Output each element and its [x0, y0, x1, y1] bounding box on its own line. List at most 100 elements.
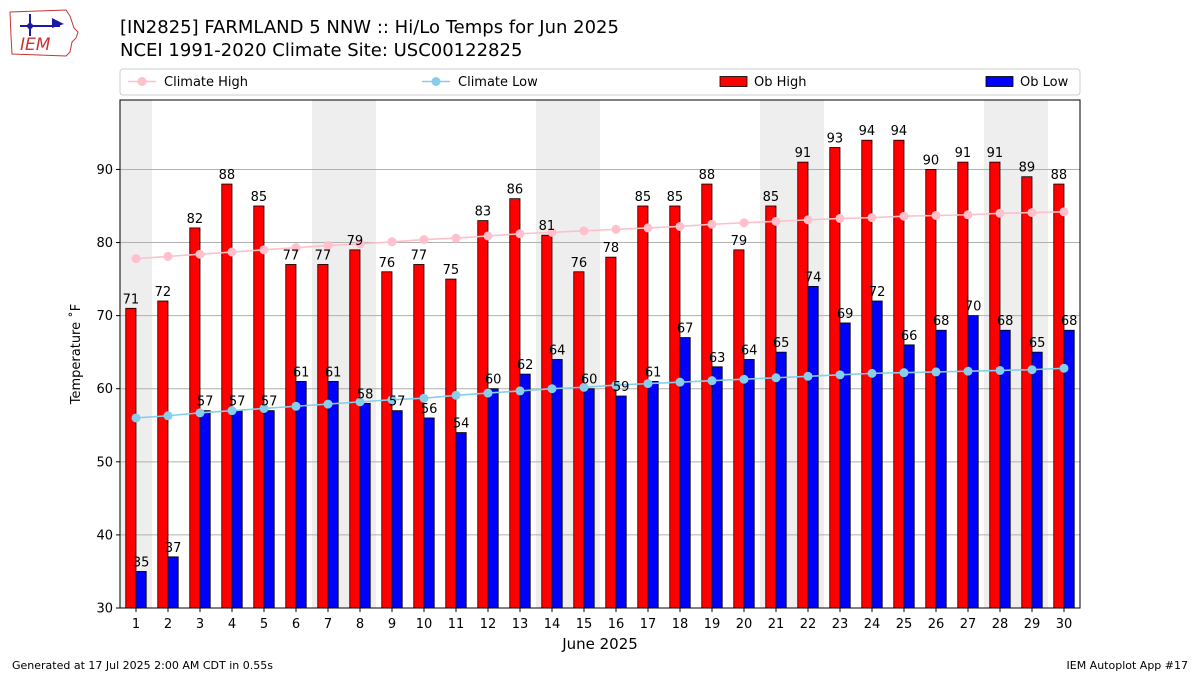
ob-low-value-label: 57 [229, 395, 246, 410]
ob-low-value-label: 70 [965, 300, 982, 315]
x-tick-label: 12 [480, 617, 497, 632]
ob-high-value-label: 81 [539, 219, 556, 234]
climate-high-point [291, 243, 301, 253]
climate-high-point [323, 240, 333, 250]
bar-value-labels: 71 35 72 37 82 57 88 57 85 57 77 61 77 61 79 58 76 57 77 56… [123, 124, 1078, 570]
generated-note: Generated at 17 Jul 2025 2:00 AM CDT in … [12, 659, 273, 672]
ob-high-value-label: 91 [955, 146, 972, 161]
x-tick-label: 14 [544, 617, 561, 632]
bar-ob-low [199, 410, 211, 609]
climate-high-point [419, 235, 429, 245]
bar-ob-low [647, 381, 659, 609]
bar-ob-low [1031, 351, 1043, 609]
ob-low-value-label: 65 [1029, 336, 1046, 351]
climate-high-point [515, 229, 525, 239]
ob-low-value-label: 64 [741, 343, 758, 358]
ob-low-value-label: 35 [133, 555, 150, 570]
climate-low-point [1059, 363, 1069, 373]
climate-high-point [803, 215, 813, 225]
bar-ob-low [135, 571, 147, 609]
bar-ob-low [967, 315, 979, 609]
bar-ob-low [423, 417, 435, 609]
ob-high-value-label: 75 [443, 263, 460, 278]
ob-high-value-label: 82 [187, 212, 204, 227]
climate-low-point [899, 368, 909, 378]
ob-high-value-label: 88 [699, 168, 716, 183]
climate-low-point [579, 382, 589, 392]
ob-high-value-label: 86 [507, 183, 524, 198]
ob-high-value-label: 85 [251, 190, 268, 205]
ob-low-value-label: 61 [325, 365, 342, 380]
climate-high-point [131, 254, 141, 264]
climate-high-point [931, 210, 941, 220]
x-tick-label: 17 [640, 617, 657, 632]
x-tick-label: 23 [832, 617, 849, 632]
x-tick-label: 24 [864, 617, 881, 632]
x-tick-label: 7 [324, 617, 332, 632]
bar-ob-low [807, 285, 819, 609]
ob-high-value-label: 77 [411, 248, 428, 263]
x-tick-label: 29 [1024, 617, 1041, 632]
ob-low-value-label: 67 [677, 322, 694, 337]
bar-ob-high [1053, 183, 1065, 609]
climate-high-point [963, 210, 973, 220]
bar-ob-high [637, 205, 649, 609]
climate-low-point [835, 370, 845, 380]
climate-high-point [835, 213, 845, 223]
bar-ob-high [381, 271, 393, 609]
bar-ob-high [925, 169, 937, 609]
ob-high-value-label: 71 [123, 292, 140, 307]
y-tick-label: 70 [96, 309, 113, 324]
x-tick-label: 20 [736, 617, 753, 632]
ob-high-value-label: 94 [859, 124, 876, 139]
bar-ob-low [871, 300, 883, 609]
climate-high-point [611, 224, 621, 234]
ob-high-value-label: 78 [603, 241, 620, 256]
bar-ob-high [989, 161, 1001, 609]
ob-high-value-label: 93 [827, 132, 844, 147]
climate-low-point [323, 399, 333, 409]
ob-low-value-label: 61 [293, 365, 310, 380]
climate-low-point [963, 366, 973, 376]
climate-low-point [707, 376, 717, 386]
chart-title: [IN2825] FARMLAND 5 NNW :: Hi/Lo Temps f… [120, 17, 619, 38]
x-tick-label: 26 [928, 617, 945, 632]
x-tick-label: 22 [800, 617, 817, 632]
bar-ob-low [551, 359, 563, 609]
ob-low-value-label: 68 [997, 314, 1014, 329]
ob-high-value-label: 77 [283, 248, 300, 263]
x-tick-label: 2 [164, 617, 172, 632]
climate-low-point [995, 365, 1005, 375]
ob-low-value-label: 59 [613, 380, 630, 395]
iem-logo: IEM [9, 9, 79, 57]
ob-low-value-label: 57 [197, 395, 214, 410]
bar-ob-low [295, 381, 307, 609]
bar-ob-low [743, 359, 755, 609]
legend-ob-low-swatch [985, 76, 1014, 87]
ob-low-value-label: 57 [261, 395, 278, 410]
bar-ob-high [189, 227, 201, 609]
ob-high-value-label: 85 [667, 190, 684, 205]
climate-low-point [355, 397, 365, 407]
climate-low-point [131, 413, 141, 423]
legend-ob-high-label: Ob High [754, 75, 807, 90]
ob-high-value-label: 83 [475, 205, 492, 220]
bar-ob-low [167, 556, 179, 609]
climate-high-point [163, 251, 173, 261]
ob-low-value-label: 74 [805, 270, 822, 285]
iowa-state-outline [9, 9, 79, 57]
climate-low-point [195, 408, 205, 418]
ob-low-value-label: 72 [869, 285, 886, 300]
bar-ob-high [957, 161, 969, 609]
climate-low-point [227, 406, 237, 416]
bar-ob-high [349, 249, 361, 609]
ob-high-value-label: 77 [315, 248, 332, 263]
app-note: IEM Autoplot App #17 [1066, 659, 1189, 672]
ob-high-value-label: 89 [1019, 161, 1036, 176]
bar-ob-low [231, 410, 243, 609]
bar-ob-low [487, 388, 499, 609]
ob-low-value-label: 54 [453, 417, 470, 432]
bar-ob-low [839, 322, 851, 609]
y-tick-label: 30 [96, 602, 113, 617]
